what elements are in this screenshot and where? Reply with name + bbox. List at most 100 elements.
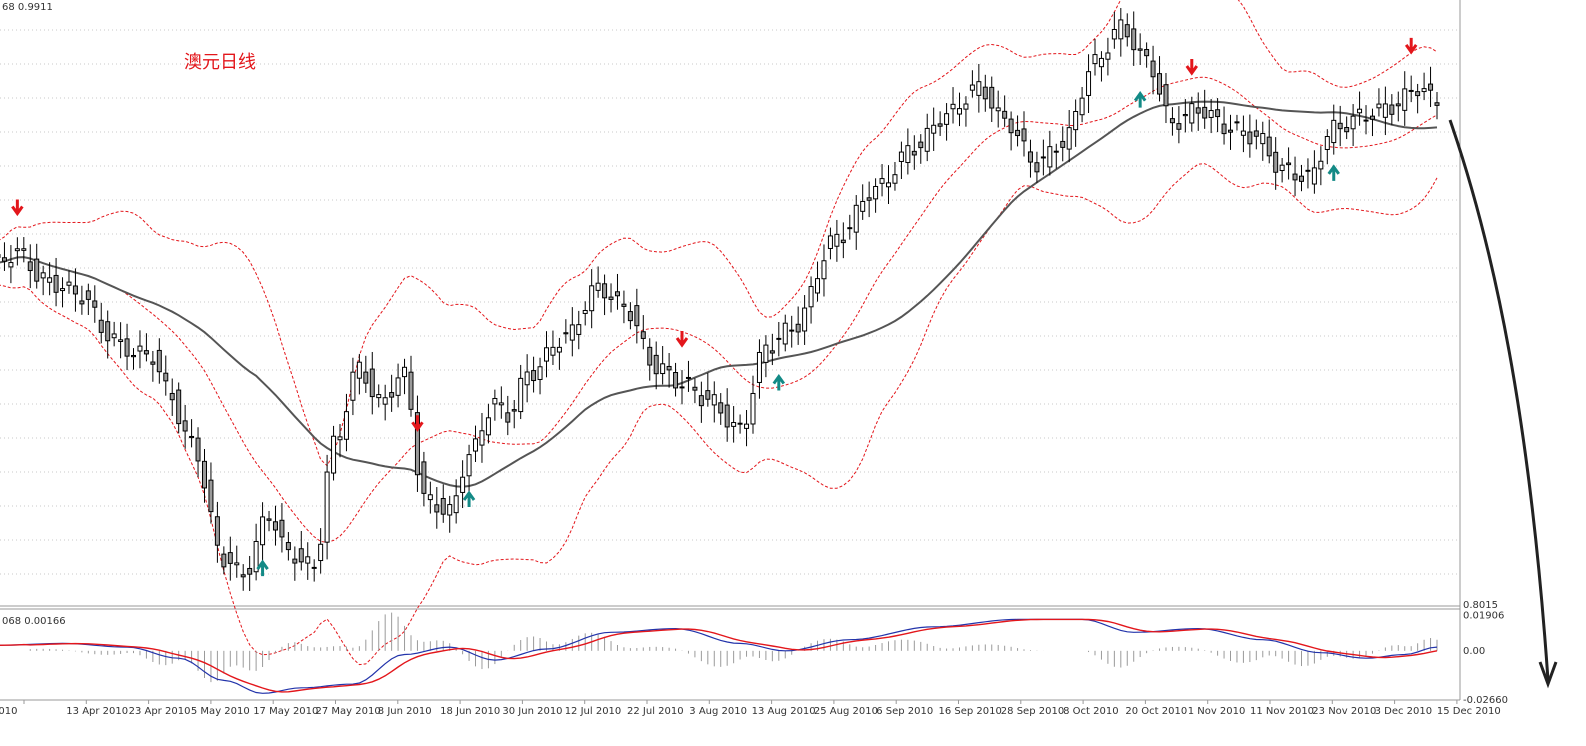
candle-body: [898, 151, 904, 162]
candle: [1047, 130, 1053, 176]
candle: [1247, 114, 1253, 158]
candle-body: [918, 141, 924, 149]
candle: [763, 335, 769, 378]
candle-body: [892, 174, 898, 184]
candle-body: [285, 542, 291, 551]
candle-body: [627, 311, 633, 322]
candle-body: [634, 305, 640, 327]
candle-body: [376, 394, 382, 399]
candle: [744, 409, 750, 447]
candle-body: [1202, 106, 1208, 119]
candle: [85, 283, 91, 315]
x-tick-label: 6 Sep 2010: [876, 706, 933, 717]
candle: [427, 481, 433, 514]
candle-body: [640, 331, 646, 339]
candle-body: [1021, 128, 1027, 142]
price-readout: 68 0.9911: [2, 2, 53, 13]
candle: [279, 503, 285, 553]
candle: [827, 227, 833, 260]
candle: [1305, 158, 1311, 189]
x-tick-label: 17 May 2010: [253, 706, 318, 717]
candle-body: [1040, 156, 1046, 159]
candle: [1105, 37, 1111, 76]
candle-body: [776, 337, 782, 340]
candle: [627, 302, 633, 330]
candle-body: [1273, 151, 1279, 173]
candle-body: [421, 461, 427, 494]
candle-body: [756, 351, 762, 383]
candle: [976, 63, 982, 113]
candle-body: [1337, 122, 1343, 130]
candle-body: [1176, 123, 1182, 130]
candle-body: [827, 235, 833, 249]
candle: [511, 399, 517, 429]
x-tick-label: 30 Jun 2010: [502, 706, 562, 717]
candle: [1350, 104, 1356, 147]
candle: [124, 323, 130, 371]
candle: [1415, 83, 1421, 114]
candle-body: [98, 319, 104, 333]
x-tick-label: 8 Jun 2010: [378, 706, 432, 717]
candle: [898, 141, 904, 180]
candle: [1079, 86, 1085, 123]
candle: [795, 306, 801, 345]
candle-body: [208, 479, 214, 513]
candle-body: [563, 332, 569, 335]
candle: [685, 360, 691, 392]
candle: [1215, 98, 1221, 133]
candle-body: [1305, 169, 1311, 172]
macd-panel: [0, 612, 1438, 694]
candle-body: [79, 300, 85, 305]
candle-body: [27, 261, 33, 272]
candle-body: [1118, 19, 1124, 40]
candle: [608, 283, 614, 313]
candle-body: [1163, 84, 1169, 107]
candle: [937, 111, 943, 136]
candle-body: [982, 86, 988, 100]
candle: [905, 128, 911, 175]
x-tick-label: 27 May 2010: [316, 706, 381, 717]
candle: [821, 244, 827, 297]
x-tick-label: 3 Aug 2010: [689, 706, 747, 717]
candle: [1008, 111, 1014, 151]
candle: [460, 460, 466, 509]
candle-body: [182, 420, 188, 432]
candle-body: [169, 392, 175, 401]
x-tick-label: 11 Nov 2010: [1250, 706, 1314, 717]
candle-body: [698, 395, 704, 407]
candle-body: [576, 324, 582, 335]
candle-body: [744, 423, 750, 429]
moving-average-path: [0, 100, 1438, 488]
down-arrow-icon: [675, 331, 689, 348]
candle: [1311, 150, 1317, 194]
candle-body: [395, 377, 401, 396]
candle-body: [1292, 173, 1298, 181]
candle: [337, 424, 343, 458]
candle-body: [789, 329, 795, 332]
candle-body: [1086, 71, 1092, 96]
candle: [718, 393, 724, 425]
candle: [505, 395, 511, 436]
candle: [1098, 51, 1104, 82]
candle-body: [524, 371, 530, 386]
candle: [731, 406, 737, 443]
candle-body: [408, 371, 414, 410]
candle-body: [1105, 52, 1111, 60]
candle-body: [589, 285, 595, 312]
up-arrow-icon: [256, 559, 269, 577]
candle: [769, 333, 775, 366]
x-tick-label: 8 Oct 2010: [1063, 706, 1118, 717]
candle: [79, 285, 85, 315]
candle: [395, 363, 401, 408]
candle-body: [969, 84, 975, 91]
candle: [1279, 158, 1285, 183]
candle: [1298, 164, 1304, 192]
candle: [1324, 129, 1330, 165]
macd-line: [0, 618, 1438, 694]
x-tick-label: 20 Oct 2010: [1125, 706, 1187, 717]
candle-body: [137, 345, 143, 352]
candle-body: [1395, 103, 1401, 107]
x-tick-label: 28 Sep 2010: [1001, 706, 1064, 717]
up-arrow-icon: [772, 373, 786, 391]
